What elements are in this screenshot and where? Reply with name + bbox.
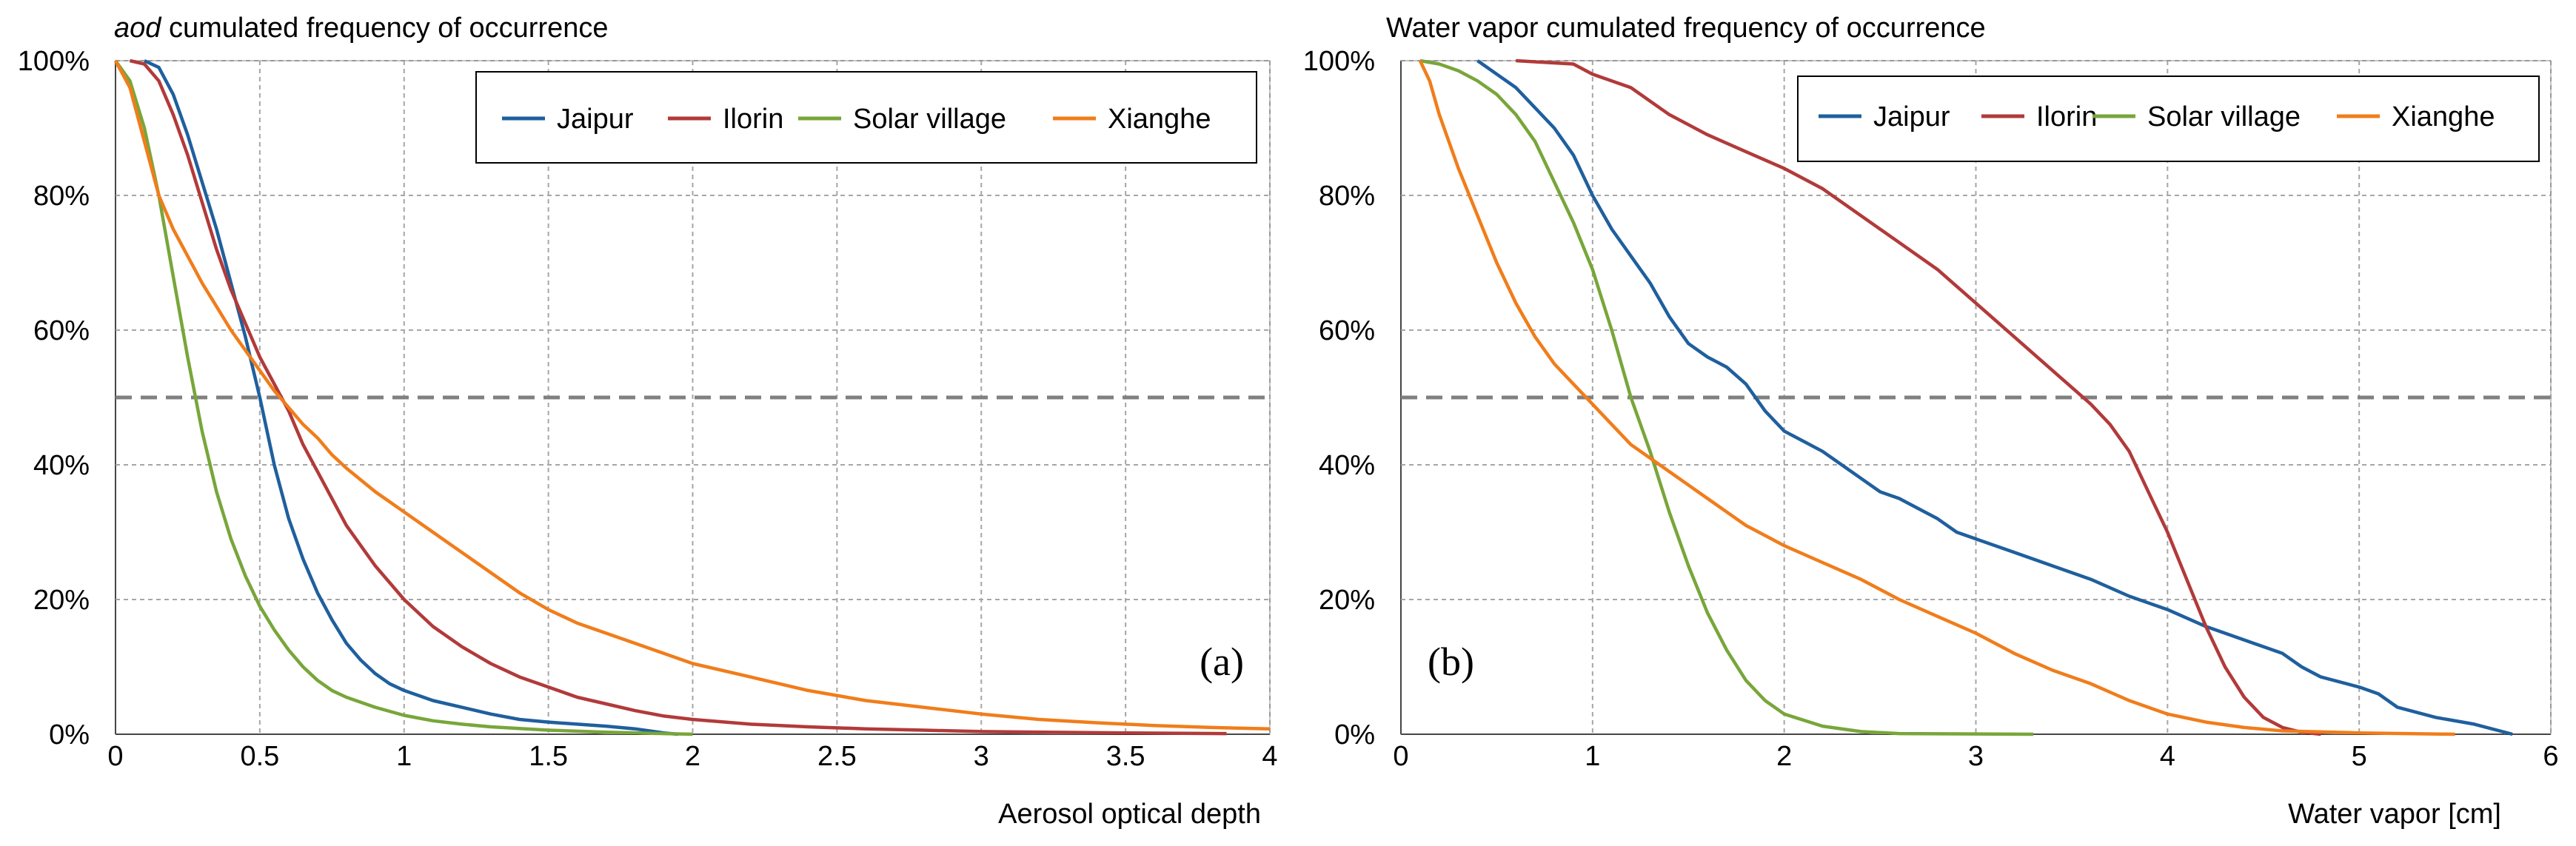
y-tick-label: 40%	[33, 450, 90, 481]
x-tick-label: 1.5	[529, 741, 568, 772]
x-tick-label: 3	[1968, 741, 1984, 772]
x-tick-label: 2	[1776, 741, 1792, 772]
x-axis-label: Aerosol optical depth	[998, 799, 1261, 830]
x-tick-label: 3	[974, 741, 989, 772]
legend-label: Ilorin	[723, 104, 783, 135]
y-tick-label: 40%	[1319, 450, 1375, 481]
legend-label: Jaipur	[1873, 101, 1950, 132]
x-tick-label: 1	[1585, 741, 1600, 772]
series-line-ilorin	[129, 58, 1227, 736]
chart-title-rest: Water vapor cumulated frequency of occur…	[1386, 13, 1986, 44]
chart-title-italic: aod	[114, 13, 162, 44]
y-tick-label: 0%	[1334, 719, 1375, 751]
legend-label: Xianghe	[2392, 101, 2495, 132]
legend-label: Solar village	[853, 104, 1006, 135]
y-tick-label: 60%	[1319, 315, 1375, 346]
series-line-ilorin	[1516, 58, 2321, 736]
series-line-solar-village	[1419, 58, 2034, 736]
panel-label: (a)	[1200, 639, 1244, 684]
y-tick-label: 20%	[1319, 585, 1375, 616]
panel-water-vapor: Water vapor cumulated frequency of occur…	[1303, 13, 2559, 830]
y-tick-label: 80%	[1319, 181, 1375, 212]
legend-box	[475, 71, 1257, 164]
series-group	[114, 58, 1271, 736]
x-tick-label: 4	[2160, 741, 2175, 772]
legend-box	[1797, 75, 2540, 162]
x-tick-label: 0	[1393, 741, 1408, 772]
series-group	[1418, 58, 2513, 736]
series-line-solar-village	[114, 59, 693, 736]
legend-label: Ilorin	[2036, 101, 2097, 132]
x-tick-label: 4	[1262, 741, 1277, 772]
x-tick-label: 5	[2352, 741, 2367, 772]
legend-label: Xianghe	[1108, 104, 1211, 135]
chart-title-rest: cumulated frequency of occurrence	[161, 13, 608, 44]
series-line-jaipur	[144, 58, 679, 736]
y-tick-label: 60%	[33, 315, 90, 346]
y-tick-label: 100%	[18, 46, 90, 77]
y-tick-label: 80%	[33, 181, 90, 212]
legend: Jaipur Ilorin Solar village Xianghe	[475, 71, 1257, 164]
legend: Jaipur Ilorin Solar village Xianghe	[1797, 75, 2540, 162]
y-tick-labels: 0% 20% 40% 60% 80% 100%	[1303, 46, 1375, 751]
x-tick-label: 0	[107, 741, 123, 772]
y-tick-label: 20%	[33, 585, 90, 616]
x-tick-label: 3.5	[1106, 741, 1145, 772]
y-tick-label: 100%	[1303, 46, 1375, 77]
x-tick-labels: 0 0.5 1 1.5 2 2.5 3 3.5 4	[107, 741, 1277, 772]
legend-label: Solar village	[2147, 101, 2301, 132]
chart-title: aod cumulated frequency of occurrence	[114, 13, 609, 44]
x-axis-label: Water vapor [cm]	[2288, 799, 2501, 830]
panel-label: (b)	[1428, 639, 1474, 684]
series-line-jaipur	[1476, 59, 2513, 736]
series-line-xianghe	[1418, 60, 2455, 736]
legend-label: Jaipur	[557, 104, 634, 135]
y-tick-labels: 0% 20% 40% 60% 80% 100%	[18, 46, 90, 751]
x-tick-label: 2.5	[817, 741, 857, 772]
chart-title: Water vapor cumulated frequency of occur…	[1386, 13, 1986, 44]
series-line-xianghe	[114, 59, 1271, 731]
x-tick-label: 0.5	[240, 741, 279, 772]
x-tick-label: 1	[396, 741, 412, 772]
y-tick-label: 0%	[49, 719, 90, 751]
x-tick-label: 6	[2543, 741, 2558, 772]
x-tick-label: 2	[685, 741, 700, 772]
x-tick-labels: 0 1 2 3 4 5 6	[1393, 741, 2558, 772]
